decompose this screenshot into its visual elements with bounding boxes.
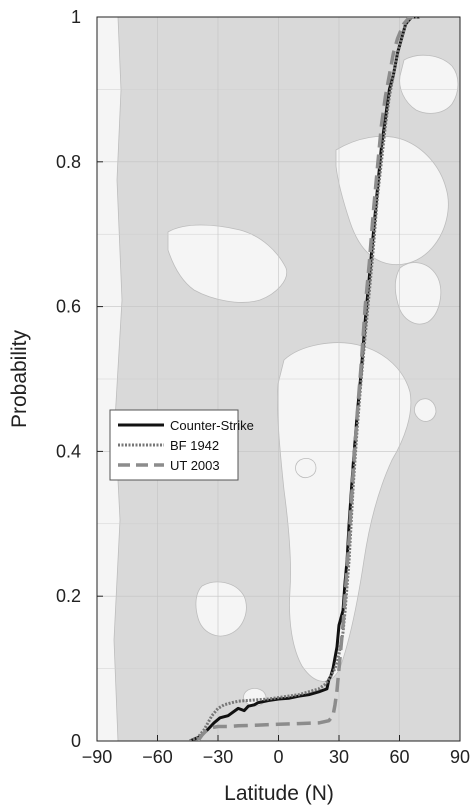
series-line-counter-strike [189,17,420,741]
axis-ticks: −90 −60 −30 0 30 60 90 0 0.2 0.4 0.6 0.8 1 [56,7,470,767]
landmass [195,581,247,637]
legend: Counter-Strike BF 1942 UT 2003 [109,409,254,481]
landmass [394,262,442,325]
y-axis-label: Probability [8,329,31,428]
landmass [335,135,449,265]
landmass [414,398,437,422]
landmass [295,458,317,478]
legend-label-bf-1942: BF 1942 [170,438,219,453]
x-axis-label: Latitude (N) [224,782,334,805]
landmass [277,342,412,682]
x-tick-label: 60 [389,747,409,767]
x-tick-label: 30 [329,747,349,767]
x-tick-label: 90 [450,747,470,767]
x-tick-label: −60 [142,747,173,767]
series-line-bf-1942 [189,17,420,741]
series-layer [189,17,420,741]
y-tick-label: 1 [71,7,81,27]
legend-label-counter-strike: Counter-Strike [170,418,254,433]
series-line-ut-2003 [196,17,416,741]
y-tick-label: 0.4 [56,441,81,461]
y-tick-label: 0 [71,731,81,751]
landmass [399,54,459,114]
y-tick-label: 0.6 [56,297,81,317]
x-tick-label: 0 [273,747,283,767]
y-tick-label: 0.2 [56,586,81,606]
legend-label-ut-2003: UT 2003 [170,458,220,473]
x-tick-label: −90 [82,747,113,767]
y-tick-label: 0.8 [56,152,81,172]
x-tick-label: −30 [203,747,234,767]
plot-area [96,16,461,742]
legend-box [109,409,239,481]
